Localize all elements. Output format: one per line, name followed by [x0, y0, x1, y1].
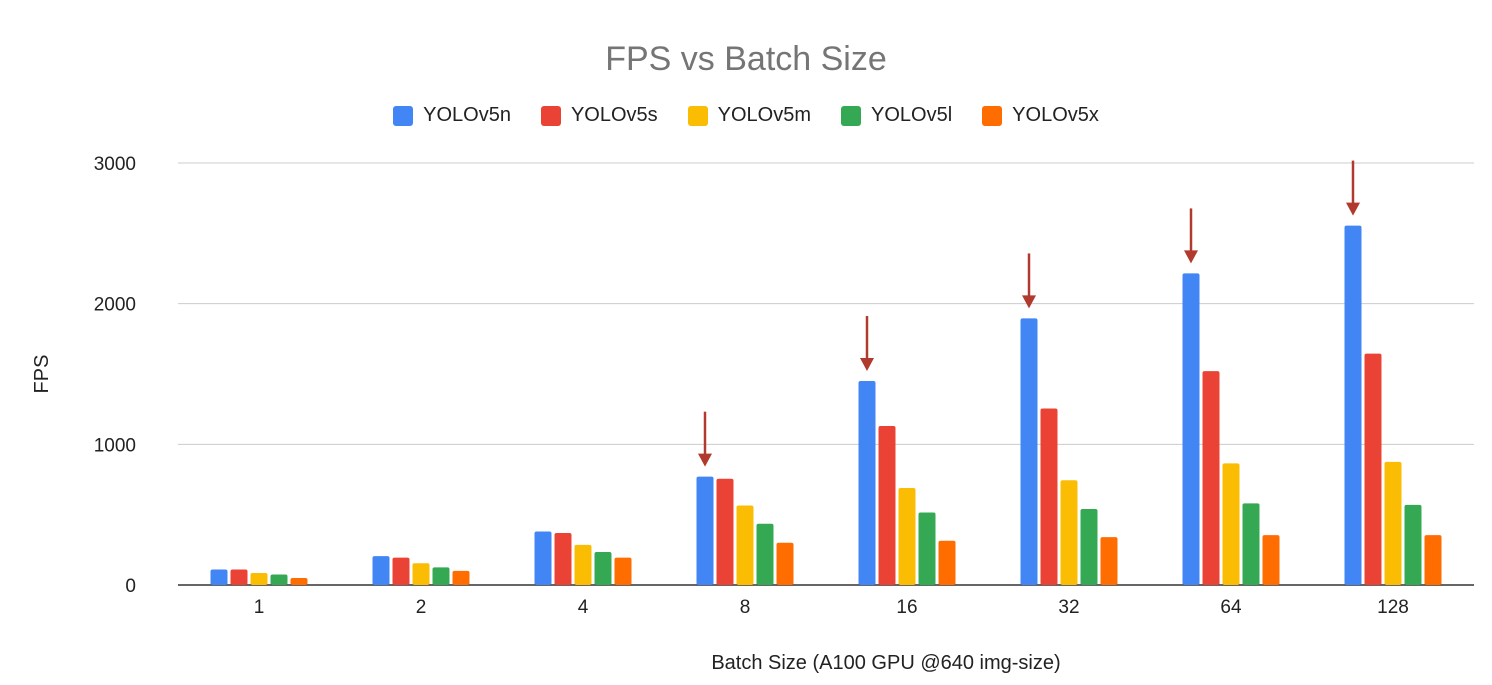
legend-item-yolov5n[interactable]: YOLOv5n — [393, 104, 511, 127]
legend-item-yolov5s[interactable]: YOLOv5s — [540, 104, 658, 127]
bar — [736, 505, 754, 585]
annotation-arrow-head — [1022, 295, 1036, 309]
bar — [270, 574, 288, 585]
legend-swatch — [540, 105, 561, 126]
bar — [1182, 273, 1200, 585]
y-tick-label: 2000 — [94, 295, 136, 316]
annotation-arrow-head — [1184, 250, 1198, 264]
bar — [210, 569, 228, 585]
bar — [452, 570, 470, 585]
bar — [1222, 463, 1240, 585]
bar — [756, 523, 774, 585]
legend-swatch — [841, 105, 862, 126]
bar — [1404, 504, 1422, 585]
x-tick-label: 32 — [1058, 597, 1079, 618]
annotation-arrow-head — [860, 358, 874, 372]
x-axis-label: Batch Size (A100 GPU @640 img-size) — [711, 652, 1060, 674]
legend-label: YOLOv5l — [871, 104, 953, 126]
bar — [554, 532, 572, 585]
legend-swatch — [687, 105, 708, 126]
bar — [776, 542, 794, 585]
bar — [614, 557, 632, 585]
bar — [290, 577, 308, 585]
bar — [938, 540, 956, 585]
x-tick-label: 16 — [896, 597, 917, 618]
bar — [1364, 353, 1382, 585]
bar — [1242, 503, 1260, 585]
legend-item-yolov5m[interactable]: YOLOv5m — [687, 104, 812, 127]
bar — [230, 569, 248, 585]
y-axis-label: FPS — [31, 355, 53, 394]
bar — [696, 476, 714, 585]
y-tick-label: 3000 — [94, 154, 136, 175]
bar — [250, 573, 268, 585]
legend: YOLOv5n YOLOv5s YOLOv5m YOLOv5l YOLOv5x — [0, 104, 1492, 127]
legend-swatch — [982, 105, 1003, 126]
chart-title: FPS vs Batch Size — [605, 40, 887, 78]
bar — [1100, 537, 1118, 585]
legend-label: YOLOv5x — [1012, 104, 1099, 126]
bar — [1424, 535, 1442, 585]
legend-label: YOLOv5m — [717, 104, 812, 126]
bar — [1262, 535, 1280, 585]
bar — [918, 512, 936, 585]
y-tick-label: 1000 — [94, 435, 136, 456]
bar — [1040, 408, 1058, 585]
legend-swatch — [393, 105, 414, 126]
bar — [1344, 225, 1362, 585]
x-tick-label: 64 — [1220, 597, 1242, 618]
bar — [1020, 318, 1038, 585]
bar — [898, 487, 916, 585]
bar — [878, 426, 896, 585]
x-tick-label: 128 — [1377, 597, 1409, 618]
legend-item-yolov5l[interactable]: YOLOv5l — [841, 104, 952, 127]
legend-item-yolov5x[interactable]: YOLOv5x — [982, 104, 1099, 127]
annotation-arrow-head — [1346, 202, 1360, 216]
x-tick-label: 8 — [740, 597, 751, 618]
bar — [1202, 371, 1220, 585]
bar — [858, 381, 876, 585]
bar — [574, 544, 592, 585]
bar — [1384, 461, 1402, 585]
annotation-arrow-head — [698, 453, 712, 467]
bar — [1060, 480, 1078, 585]
y-tick-label: 0 — [125, 576, 136, 597]
x-tick-label: 1 — [254, 597, 265, 618]
bar — [372, 556, 390, 585]
bar — [1080, 509, 1098, 585]
bar — [432, 567, 450, 585]
bar — [392, 557, 410, 585]
bar — [716, 478, 734, 585]
x-tick-label: 2 — [416, 597, 427, 618]
bar — [594, 551, 612, 585]
legend-label: YOLOv5n — [423, 104, 511, 126]
legend-label: YOLOv5s — [570, 104, 658, 126]
x-tick-label: 4 — [578, 597, 589, 618]
bar — [412, 563, 430, 585]
bar — [534, 531, 552, 585]
